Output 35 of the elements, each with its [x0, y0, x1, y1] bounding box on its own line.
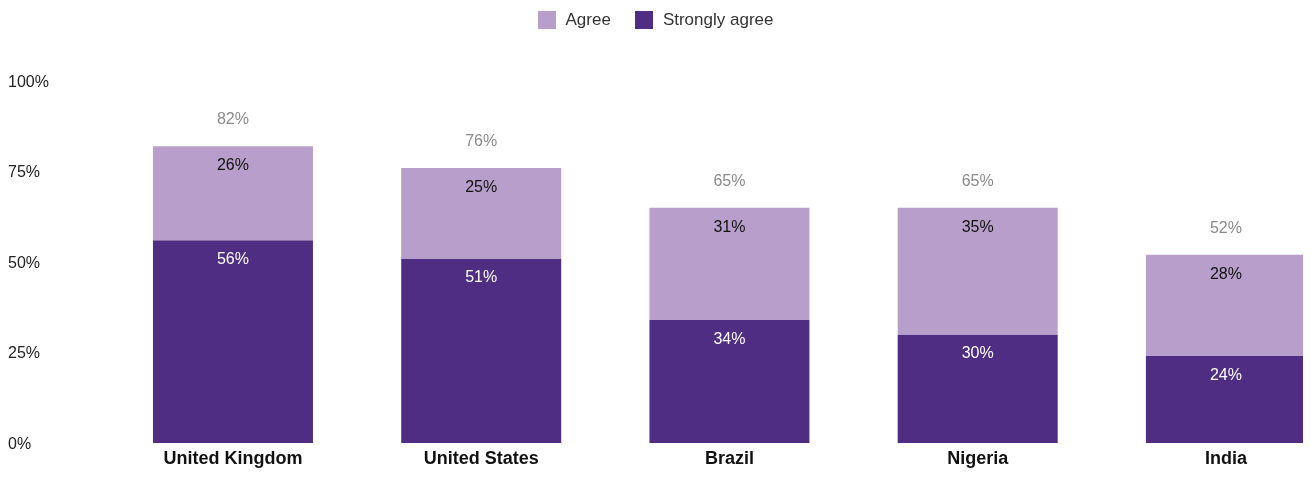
bar [401, 167, 562, 259]
data-label: 26% [216, 156, 249, 174]
data-label: 31% [713, 217, 746, 235]
y-tick-label: 50% [8, 253, 41, 271]
bar [897, 334, 1058, 443]
y-tick-label: 25% [8, 344, 41, 362]
y-tick-label: 75% [8, 163, 41, 181]
legend-label: Strongly agree [661, 10, 774, 30]
x-tick-label: United Kingdom [163, 447, 303, 468]
x-tick-label: Nigeria [947, 447, 1010, 468]
x-tick-label: India [1205, 447, 1249, 468]
data-label: 34% [713, 329, 746, 347]
total-label: 52% [1209, 218, 1242, 236]
bar [649, 319, 810, 443]
data-label: 56% [216, 250, 249, 268]
data-label: 30% [961, 344, 994, 362]
data-label: 25% [465, 177, 498, 195]
data-label: 24% [1209, 366, 1242, 384]
x-tick-label: Brazil [705, 447, 755, 468]
bar [897, 207, 1058, 335]
data-label: 51% [465, 268, 498, 286]
y-tick-label: 100% [8, 72, 49, 90]
bar [152, 146, 313, 241]
total-label: 82% [216, 110, 249, 128]
x-tick-label: United States [423, 447, 539, 468]
data-label: 35% [961, 217, 994, 235]
legend-label: Agree [564, 10, 611, 30]
total-label: 65% [713, 171, 746, 189]
total-label: 76% [465, 131, 498, 149]
bar [152, 240, 313, 443]
bar [649, 207, 810, 320]
bar [401, 258, 562, 443]
total-label: 65% [961, 171, 994, 189]
data-label: 28% [1209, 264, 1242, 282]
y-tick-label: 0% [8, 434, 32, 452]
